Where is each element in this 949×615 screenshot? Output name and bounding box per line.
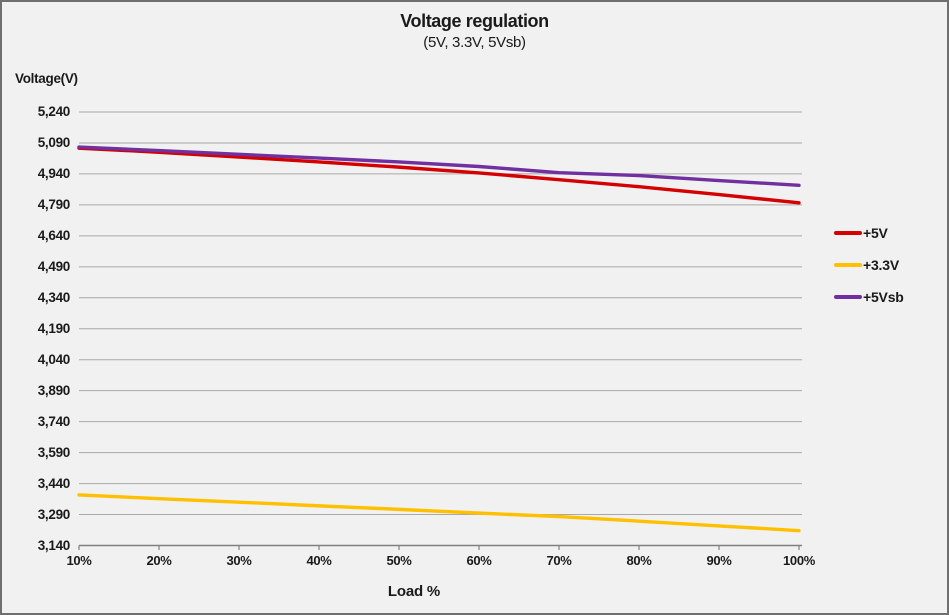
x-axis-tick-label: 40%	[306, 553, 332, 568]
x-axis-tick-label: 90%	[706, 553, 732, 568]
x-axis-tick-label: 70%	[546, 553, 572, 568]
legend-label: +5V	[863, 225, 888, 241]
x-axis-tick-label: 20%	[146, 553, 172, 568]
y-axis-tick-label: 4,790	[37, 196, 71, 212]
legend-swatch	[834, 231, 862, 235]
y-axis-tick-label: 4,940	[37, 165, 71, 181]
legend-label: +5Vsb	[863, 289, 904, 305]
x-axis-tick-label: 80%	[626, 553, 652, 568]
y-axis-tick-label: 4,640	[37, 227, 71, 243]
y-axis-tick-label: 3,440	[37, 475, 71, 491]
legend-swatch	[834, 295, 862, 299]
x-axis-tick-label: 100%	[782, 553, 816, 568]
series-line-5v	[77, 146, 801, 205]
x-axis-tick-label: 30%	[226, 553, 252, 568]
y-axis-tick-label: 4,190	[37, 320, 71, 336]
y-axis-tick-label: 4,340	[37, 289, 71, 305]
y-axis-tick-label: 5,240	[37, 104, 71, 119]
legend-swatch	[834, 263, 862, 267]
x-axis-tick-label: 60%	[466, 553, 492, 568]
y-axis-tick-label: 3,590	[37, 444, 71, 460]
x-axis-tick-label: 10%	[66, 553, 92, 568]
y-axis-title: Voltage(V)	[15, 71, 78, 86]
y-axis-tick-label: 5,090	[37, 134, 71, 150]
series-line-5vsb	[77, 145, 801, 187]
legend-item-5vsb: +5Vsb	[834, 281, 904, 313]
x-axis-title: Load %	[387, 583, 441, 600]
chart-legend: +5V +3.3V +5Vsb	[834, 217, 904, 313]
y-axis-tick-label: 3,740	[37, 413, 71, 429]
y-axis-tick-label: 4,490	[37, 258, 71, 274]
x-axis-tick-label: 50%	[386, 553, 412, 568]
legend-label: +3.3V	[863, 257, 899, 273]
y-axis-tick-label: 3,290	[37, 506, 71, 522]
y-axis-tick-label: 3,890	[37, 382, 71, 398]
chart-title: Voltage regulation	[400, 11, 549, 31]
chart-subtitle: (5V, 3.3V, 5Vsb)	[423, 34, 526, 51]
legend-item-3.3v: +3.3V	[834, 249, 904, 281]
series-line-3.3v	[77, 493, 801, 533]
y-axis-tick-label: 3,140	[37, 537, 71, 553]
y-axis-tick-label: 4,040	[37, 351, 71, 367]
legend-item-5v: +5V	[834, 217, 904, 249]
